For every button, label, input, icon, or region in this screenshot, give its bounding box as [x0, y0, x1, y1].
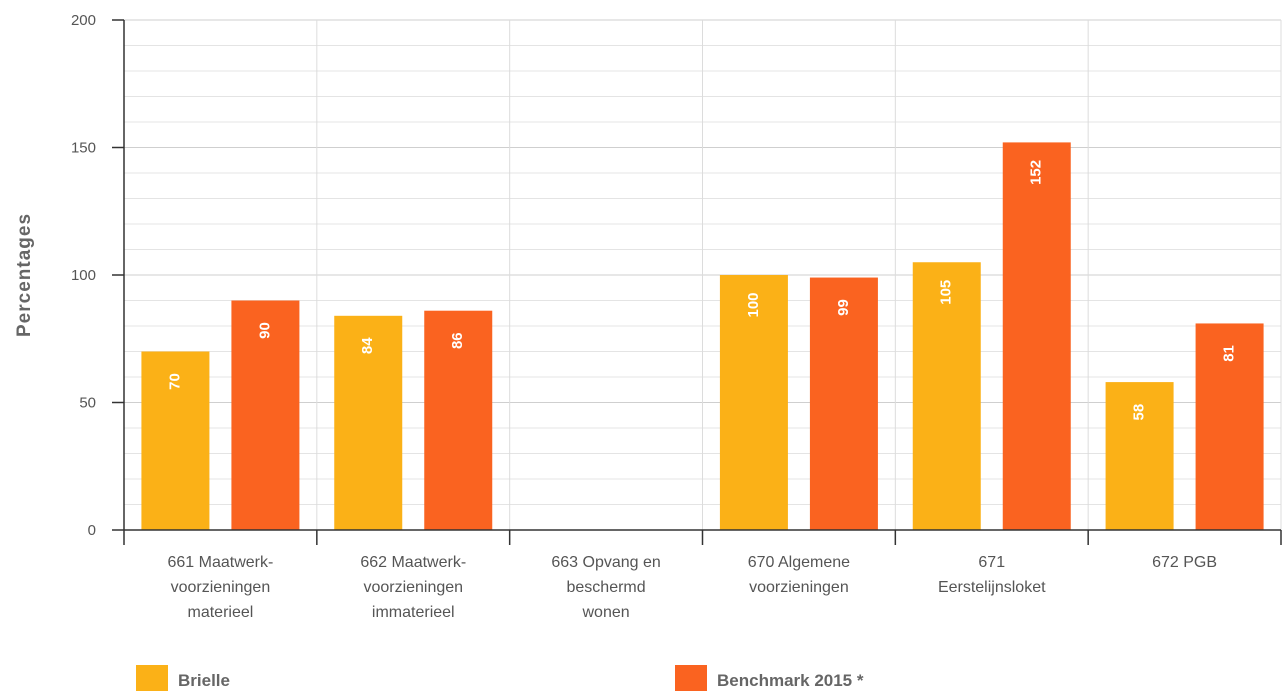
bars: 70 84 100 105 58 90 86 99 152 81: [141, 142, 1264, 530]
legend-swatch: [675, 665, 707, 691]
bar-value-label: 99: [835, 299, 852, 316]
bar-value-label: 86: [449, 332, 466, 349]
bar-value-label: 105: [938, 280, 955, 305]
legend-swatch: [136, 665, 168, 691]
y-tick-label: 200: [71, 12, 96, 29]
y-tick-label: 0: [88, 522, 96, 539]
bar-value-label: 84: [359, 337, 376, 354]
bar: [719, 275, 788, 530]
legend: Brielle Benchmark 2015 *: [136, 665, 864, 691]
bar-value-label: 152: [1028, 160, 1045, 185]
grid-lines: [124, 19, 1282, 530]
legend-label: Brielle: [178, 671, 230, 690]
bar: [141, 351, 210, 530]
legend-label: Benchmark 2015 *: [717, 671, 864, 690]
bar: [334, 315, 403, 530]
bar: [424, 310, 493, 530]
bar-value-label: 81: [1221, 345, 1238, 362]
bar-value-label: 100: [745, 292, 762, 317]
y-axis-ticks: 0 50 100 150 200: [71, 12, 124, 539]
bar: [1195, 323, 1264, 530]
bar-value-label: 70: [166, 373, 183, 390]
bar-value-label: 90: [256, 322, 273, 339]
x-category-label: 663 Opvang en beschermd wonen: [551, 554, 660, 621]
bar: [1002, 142, 1071, 530]
bar: [809, 277, 878, 530]
x-category-label: 670 Algemene voorzieningen: [748, 554, 850, 596]
x-category-label: 672 PGB: [1152, 554, 1217, 571]
bar: [1105, 382, 1174, 530]
x-axis-categories: 661 Maatwerk-voorzieningen materieel 662 M…: [168, 554, 1218, 621]
x-category-label: 662 Maatwerk-voorzieningen immaterieel: [360, 554, 466, 621]
y-axis-title: Percentages: [14, 213, 35, 337]
axes: [123, 20, 1282, 545]
x-category-label: 671 Eerstelijnsloket: [938, 554, 1046, 596]
x-category-label: 661 Maatwerk-voorzieningen materieel: [168, 554, 274, 621]
y-tick-label: 100: [71, 267, 96, 284]
bar-value-label: 58: [1131, 404, 1148, 421]
y-tick-label: 50: [79, 395, 96, 412]
bar: [231, 300, 300, 530]
bar: [912, 262, 981, 530]
y-tick-label: 150: [71, 140, 96, 157]
